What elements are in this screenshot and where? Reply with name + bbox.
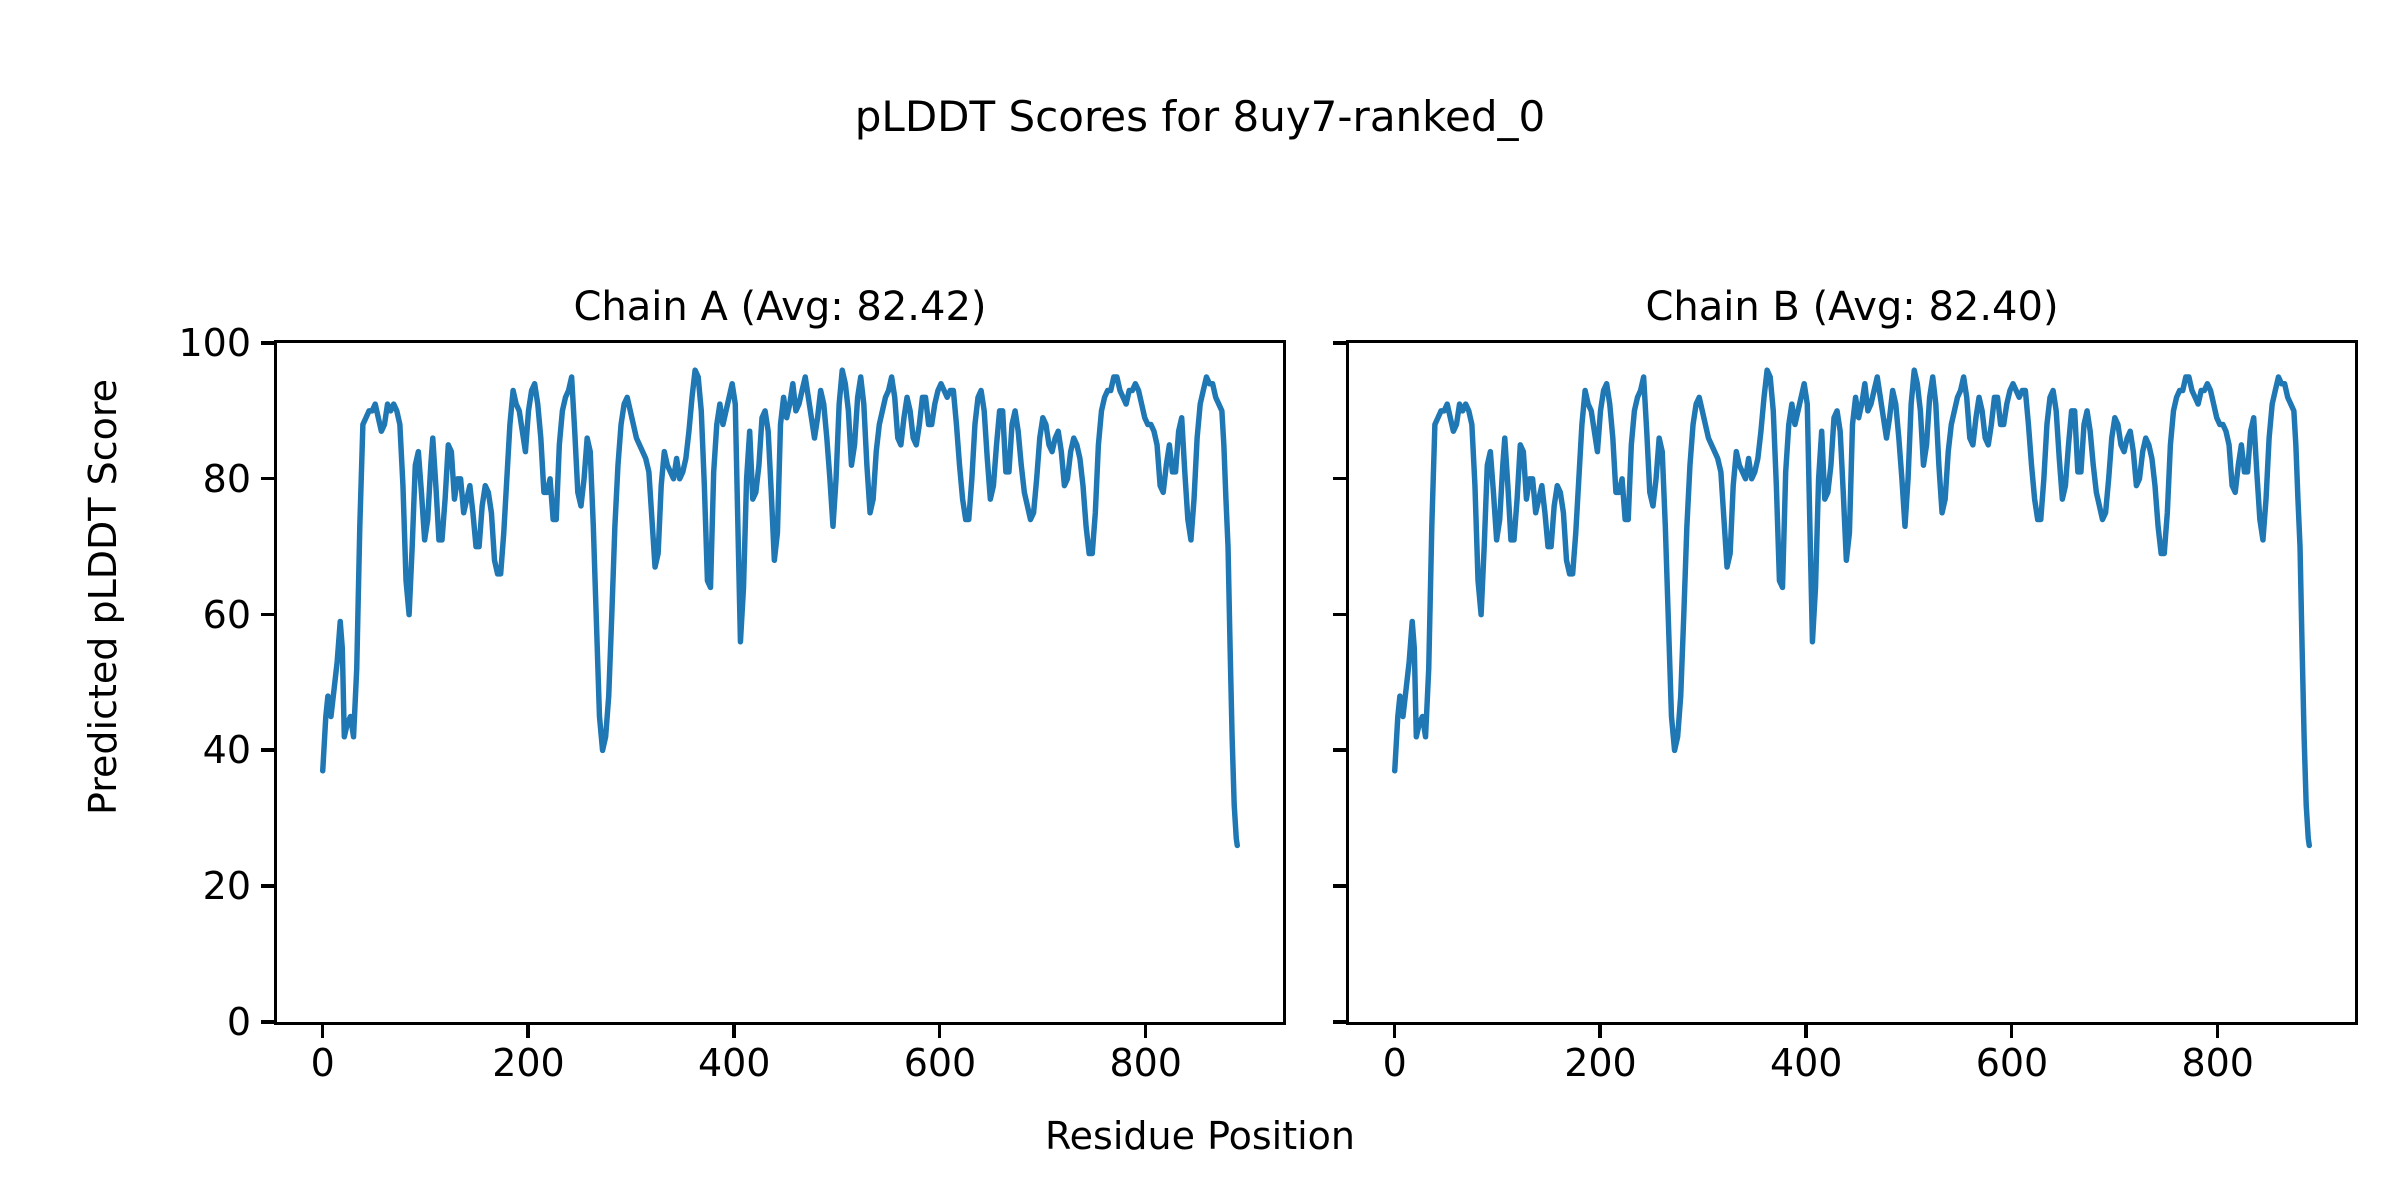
x-tick-mark <box>2215 1022 2220 1038</box>
x-tick-label: 200 <box>1564 1041 1637 1085</box>
y-tick-mark <box>261 476 277 481</box>
y-tick-mark <box>1333 476 1349 481</box>
y-tick-label: 100 <box>178 321 251 365</box>
y-axis-label: Predicted pLDDT Score <box>81 379 126 815</box>
x-tick-mark <box>1143 1022 1148 1038</box>
y-tick-mark <box>1333 341 1349 345</box>
x-tick-label: 0 <box>1382 1041 1407 1085</box>
x-tick-label: 600 <box>903 1041 977 1085</box>
x-tick-mark <box>320 1022 325 1038</box>
figure-title: pLDDT Scores for 8uy7-ranked_0 <box>854 92 1546 141</box>
y-tick-mark <box>1333 748 1349 752</box>
x-tick-label: 0 <box>310 1041 335 1085</box>
x-tick-label: 400 <box>697 1041 771 1085</box>
x-tick-mark <box>526 1022 530 1038</box>
y-tick-mark <box>261 884 277 888</box>
x-tick-mark <box>937 1022 942 1038</box>
x-tick-mark <box>1392 1022 1397 1038</box>
chain-a-line-canvas <box>319 367 1241 849</box>
y-tick-mark <box>261 748 277 752</box>
x-tick-label: 600 <box>1975 1041 2049 1085</box>
x-tick-mark <box>1598 1022 1602 1038</box>
y-tick-label: 80 <box>202 456 251 501</box>
chain-a-plot: Chain A (Avg: 82.42) 0 200 400 600 800 0 20 40 6… <box>178 285 1286 1082</box>
y-tick-mark <box>1333 1020 1349 1024</box>
x-axis-label: Residue Position <box>1044 1114 1356 1158</box>
x-tick-label: 400 <box>1769 1041 1843 1085</box>
chain-b-title: Chain B (Avg: 82.40) <box>1645 284 2059 330</box>
y-tick-label: 0 <box>226 1000 251 1044</box>
y-tick-label: 40 <box>202 728 251 773</box>
y-tick-mark <box>261 341 277 345</box>
x-tick-mark <box>2009 1022 2014 1038</box>
y-tick-label: 60 <box>202 592 251 637</box>
chain-b-plot: Chain B (Avg: 82.40) 0 200 400 600 800 <box>1333 285 2358 1082</box>
y-tick-mark <box>261 1020 277 1024</box>
y-tick-mark <box>1333 612 1349 617</box>
y-tick-mark <box>1333 884 1349 888</box>
plddt-line <box>319 367 1241 849</box>
x-tick-mark <box>1804 1022 1808 1038</box>
chain-b-line-canvas <box>1391 367 2313 849</box>
x-tick-mark <box>732 1022 736 1038</box>
chain-a-title: Chain A (Avg: 82.42) <box>573 284 987 330</box>
y-tick-mark <box>261 612 277 617</box>
x-tick-label: 800 <box>1109 1041 1182 1085</box>
x-tick-label: 800 <box>2181 1041 2254 1085</box>
plddt-line <box>1391 367 2313 849</box>
y-tick-label: 20 <box>202 864 251 909</box>
x-tick-label: 200 <box>492 1041 565 1085</box>
